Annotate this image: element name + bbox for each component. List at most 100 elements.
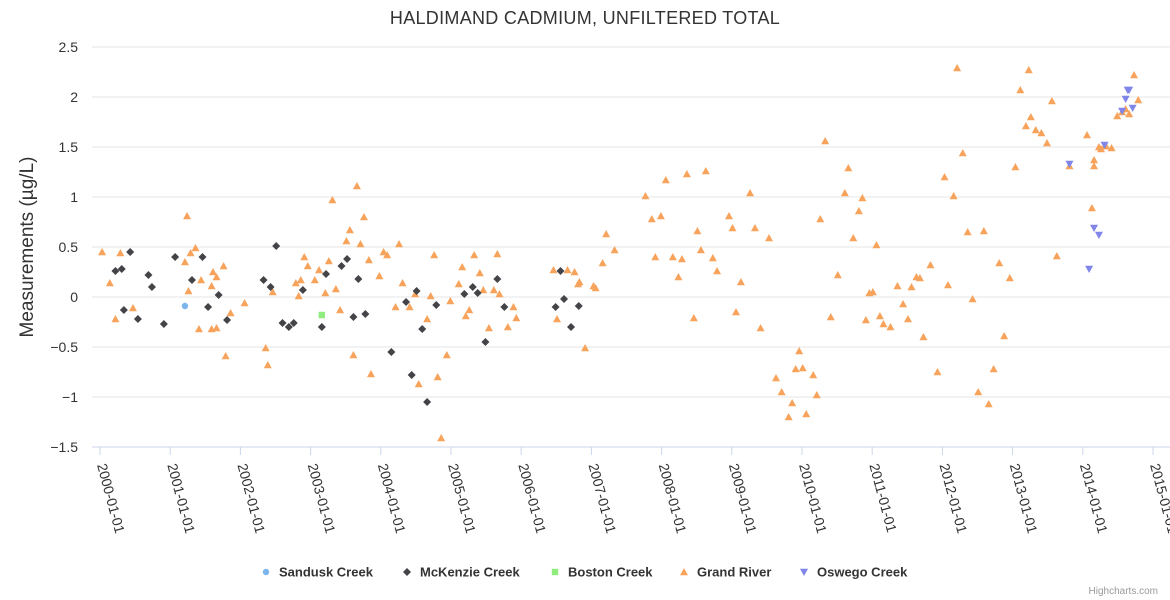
grand-river-point[interactable]	[944, 281, 953, 289]
grand-river-point[interactable]	[321, 289, 330, 297]
grand-river-point[interactable]	[296, 276, 305, 284]
grand-river-point[interactable]	[430, 251, 439, 259]
grand-river-point[interactable]	[1052, 252, 1061, 260]
mckenzie-creek-point[interactable]	[432, 301, 441, 309]
grand-river-point[interactable]	[750, 224, 759, 232]
grand-river-point[interactable]	[602, 230, 611, 238]
grand-river-point[interactable]	[940, 173, 949, 181]
grand-river-point[interactable]	[336, 306, 345, 314]
grand-river-point[interactable]	[875, 312, 884, 320]
grand-river-point[interactable]	[591, 284, 600, 292]
grand-river-point[interactable]	[674, 273, 683, 281]
mckenzie-creek-point[interactable]	[423, 398, 432, 406]
grand-river-point[interactable]	[746, 189, 755, 197]
grand-river-point[interactable]	[263, 361, 272, 369]
grand-river-point[interactable]	[784, 413, 793, 421]
grand-river-point[interactable]	[953, 64, 962, 72]
mckenzie-creek-point[interactable]	[567, 323, 576, 331]
mckenzie-creek-point[interactable]	[574, 302, 583, 310]
grand-river-point[interactable]	[446, 297, 455, 305]
oswego-creek-point[interactable]	[1094, 231, 1103, 239]
grand-river-point[interactable]	[677, 255, 686, 263]
mckenzie-creek-point[interactable]	[126, 248, 135, 256]
mckenzie-creek-point[interactable]	[402, 298, 411, 306]
grand-river-point[interactable]	[1087, 204, 1096, 212]
boston-creek-point[interactable]	[318, 311, 326, 319]
grand-river-point[interactable]	[465, 306, 474, 314]
grand-river-point[interactable]	[1011, 163, 1020, 171]
mckenzie-creek-point[interactable]	[266, 283, 275, 291]
grand-river-point[interactable]	[661, 176, 670, 184]
grand-river-point[interactable]	[331, 285, 340, 293]
grand-river-point[interactable]	[693, 227, 702, 235]
mckenzie-creek-point[interactable]	[119, 306, 128, 314]
grand-river-point[interactable]	[194, 325, 203, 333]
grand-river-point[interactable]	[795, 347, 804, 355]
grand-river-point[interactable]	[509, 303, 518, 311]
grand-river-point[interactable]	[324, 257, 333, 265]
grand-river-point[interactable]	[1005, 274, 1014, 282]
grand-river-point[interactable]	[442, 351, 451, 359]
grand-river-point[interactable]	[395, 240, 404, 248]
mckenzie-creek-point[interactable]	[387, 348, 396, 356]
grand-river-point[interactable]	[736, 278, 745, 286]
grand-river-point[interactable]	[398, 279, 407, 287]
grand-river-point[interactable]	[581, 344, 590, 352]
grand-river-point[interactable]	[342, 237, 351, 245]
grand-river-point[interactable]	[772, 374, 781, 382]
grand-river-point[interactable]	[656, 212, 665, 220]
grand-river-point[interactable]	[879, 320, 888, 328]
grand-river-point[interactable]	[240, 299, 249, 307]
mckenzie-creek-point[interactable]	[187, 276, 196, 284]
grand-river-point[interactable]	[958, 149, 967, 157]
grand-river-point[interactable]	[1130, 71, 1139, 79]
mckenzie-creek-point[interactable]	[223, 316, 232, 324]
grand-river-point[interactable]	[495, 290, 504, 298]
mckenzie-creek-point[interactable]	[147, 283, 156, 291]
grand-river-point[interactable]	[907, 283, 916, 291]
grand-river-point[interactable]	[345, 226, 354, 234]
grand-river-point[interactable]	[458, 263, 467, 271]
grand-river-point[interactable]	[858, 194, 867, 202]
grand-river-point[interactable]	[391, 303, 400, 311]
mckenzie-creek-point[interactable]	[171, 253, 180, 261]
mckenzie-creek-point[interactable]	[214, 291, 223, 299]
grand-river-point[interactable]	[219, 262, 228, 270]
grand-river-point[interactable]	[915, 274, 924, 282]
grand-river-point[interactable]	[989, 365, 998, 373]
grand-river-point[interactable]	[1000, 332, 1009, 340]
grand-river-point[interactable]	[493, 250, 502, 258]
grand-river-point[interactable]	[777, 388, 786, 396]
grand-river-point[interactable]	[294, 292, 303, 300]
grand-river-point[interactable]	[1047, 97, 1056, 105]
mckenzie-creek-point[interactable]	[473, 289, 482, 297]
mckenzie-creek-point[interactable]	[133, 315, 142, 323]
grand-river-point[interactable]	[821, 137, 830, 145]
grand-river-point[interactable]	[433, 373, 442, 381]
mckenzie-creek-point[interactable]	[204, 303, 213, 311]
grand-river-point[interactable]	[1125, 110, 1134, 118]
oswego-creek-point[interactable]	[1118, 107, 1127, 115]
grand-river-point[interactable]	[461, 312, 470, 320]
grand-river-point[interactable]	[963, 228, 972, 236]
grand-river-point[interactable]	[128, 304, 137, 312]
grand-river-point[interactable]	[414, 380, 423, 388]
mckenzie-creek-point[interactable]	[317, 323, 326, 331]
grand-river-point[interactable]	[696, 246, 705, 254]
grand-river-point[interactable]	[968, 295, 977, 303]
grand-river-point[interactable]	[328, 196, 337, 204]
grand-river-point[interactable]	[186, 249, 195, 257]
legend-item-grand-river[interactable]: Grand River	[680, 565, 771, 580]
grand-river-point[interactable]	[549, 266, 558, 274]
mckenzie-creek-point[interactable]	[460, 290, 469, 298]
mckenzie-creek-point[interactable]	[198, 253, 207, 261]
grand-river-point[interactable]	[904, 315, 913, 323]
mckenzie-creek-point[interactable]	[284, 323, 293, 331]
mckenzie-creek-point[interactable]	[493, 275, 502, 283]
grand-river-point[interactable]	[212, 273, 221, 281]
mckenzie-creek-point[interactable]	[159, 320, 168, 328]
grand-river-point[interactable]	[974, 388, 983, 396]
grand-river-point[interactable]	[979, 227, 988, 235]
grand-river-point[interactable]	[1031, 126, 1040, 134]
grand-river-point[interactable]	[708, 254, 717, 262]
